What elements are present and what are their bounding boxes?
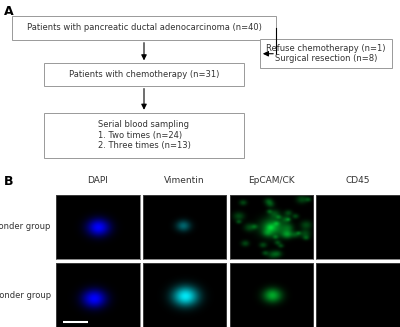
Text: B: B [4,175,14,188]
Text: A: A [4,5,14,18]
Text: Vimentin: Vimentin [164,176,205,185]
Text: Serial blood sampling
1. Two times (n=24)
2. Three times (n=13): Serial blood sampling 1. Two times (n=24… [98,120,190,150]
Text: Patients with pancreatic ductal adenocarcinoma (n=40): Patients with pancreatic ductal adenocar… [26,23,262,32]
FancyBboxPatch shape [260,39,392,68]
Text: Non-responder group: Non-responder group [0,291,51,300]
Text: CD45: CD45 [346,176,370,185]
Text: EpCAM/CK: EpCAM/CK [248,176,295,185]
FancyBboxPatch shape [12,16,276,40]
Text: Responder group: Responder group [0,222,51,231]
Text: DAPI: DAPI [87,176,108,185]
FancyBboxPatch shape [44,63,244,86]
Text: Patients with chemotherapy (n=31): Patients with chemotherapy (n=31) [69,70,219,79]
FancyBboxPatch shape [44,112,244,158]
Text: Refuse chemotherapy (n=1)
Surgical resection (n=8): Refuse chemotherapy (n=1) Surgical resec… [266,44,386,63]
